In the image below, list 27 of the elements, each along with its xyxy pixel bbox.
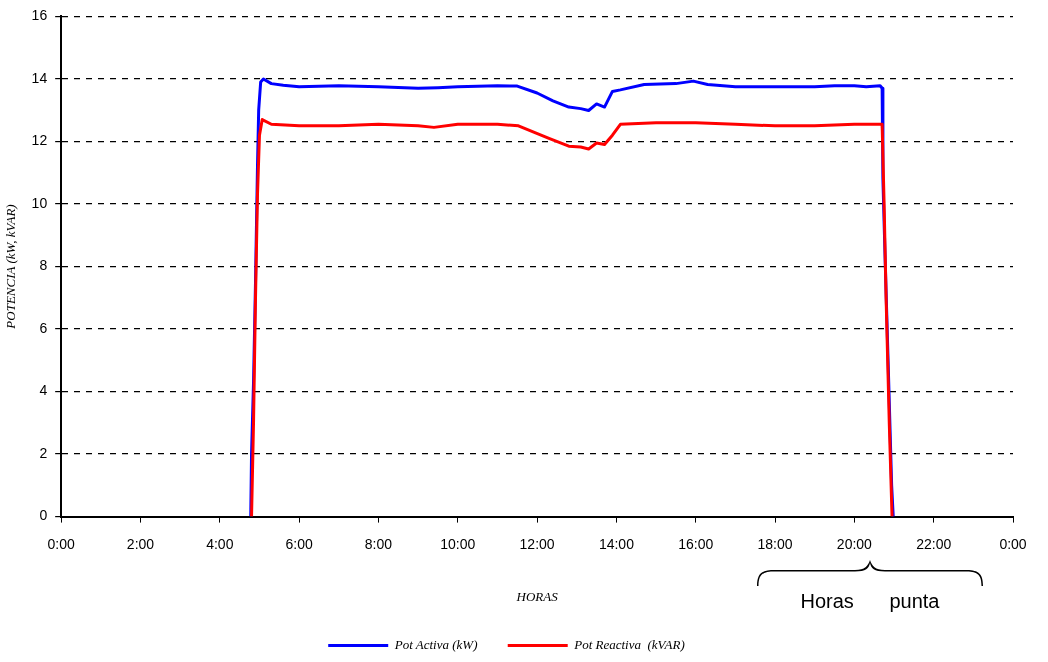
- x-tick-label: 10:00: [440, 535, 476, 552]
- y-tick-label: 8: [39, 257, 48, 274]
- x-tick-label: 16:00: [678, 535, 714, 552]
- x-tick-label: 12:00: [519, 535, 555, 552]
- x-tick-label: 8:00: [364, 535, 393, 552]
- x-tick-label: 2:00: [126, 535, 155, 552]
- y-tick-label: 16: [31, 7, 48, 24]
- y-tick-label: 6: [39, 319, 48, 336]
- x-tick-label: 14:00: [598, 535, 635, 552]
- x-tick-label: 0:00: [999, 535, 1027, 552]
- y-tick-label: 14: [31, 69, 48, 86]
- x-axis-title: HORAS: [515, 588, 559, 604]
- legend-label: Pot Activa (kW): [393, 636, 478, 652]
- x-tick-label: 22:00: [916, 535, 952, 552]
- legend-label: Pot Reactiva (kVAR): [573, 636, 685, 652]
- y-tick-label: 10: [31, 194, 48, 211]
- x-tick-label: 18:00: [757, 535, 793, 552]
- y-tick-label: 4: [39, 382, 48, 399]
- y-axis-title: POTENCIA (kW, kVAR): [3, 204, 19, 330]
- y-tick-label: 12: [31, 132, 48, 149]
- y-tick-label: 2: [39, 444, 48, 461]
- x-tick-label: 0:00: [47, 535, 76, 552]
- x-tick-label: 20:00: [836, 535, 873, 552]
- x-tick-label: 6:00: [285, 535, 313, 552]
- y-tick-label: 0: [39, 507, 48, 524]
- x-tick-label: 4:00: [206, 535, 234, 552]
- text: Horas punta: [799, 590, 941, 613]
